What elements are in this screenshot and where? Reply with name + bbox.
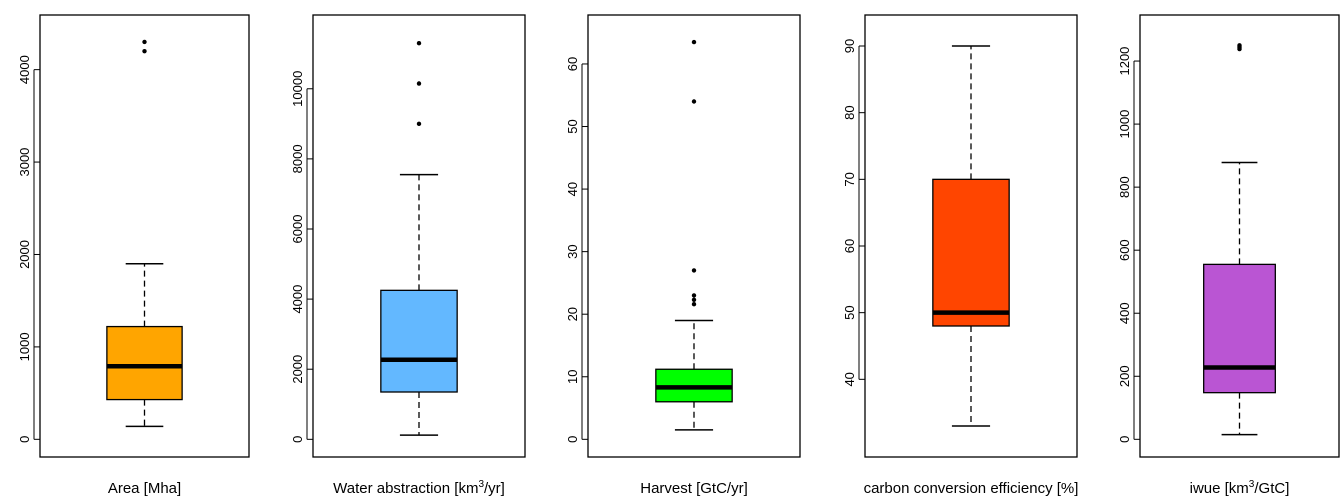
x-axis-label: iwue [km3/GtC] bbox=[1190, 479, 1290, 497]
y-tick-label: 800 bbox=[1117, 176, 1132, 198]
plot-frame bbox=[587, 14, 801, 458]
y-tick-label: 8000 bbox=[290, 144, 305, 173]
outlier-point bbox=[691, 297, 697, 303]
y-tick-label: 2000 bbox=[290, 355, 305, 384]
x-axis-label: Area [Mha] bbox=[108, 480, 181, 497]
y-tick-label: 90 bbox=[842, 39, 857, 53]
plot-frame bbox=[1139, 14, 1340, 458]
y-tick-label: 6000 bbox=[290, 215, 305, 244]
plot-frame bbox=[39, 14, 250, 458]
y-tick-label: 1200 bbox=[1117, 47, 1132, 76]
x-axis-label-text: iwue [km bbox=[1190, 480, 1249, 497]
x-axis-label: Water abstraction [km3/yr] bbox=[333, 479, 505, 497]
outlier-point bbox=[142, 48, 147, 54]
x-axis-label-text: Harvest [GtC/yr] bbox=[640, 480, 748, 497]
iqr-box bbox=[380, 289, 458, 393]
x-axis-label: carbon conversion efficiency [%] bbox=[864, 480, 1079, 497]
y-tick-label: 1000 bbox=[17, 332, 32, 361]
plot-frame bbox=[312, 14, 526, 458]
outlier-point bbox=[691, 99, 697, 104]
y-tick-label: 3000 bbox=[17, 148, 32, 177]
panel-4: 40 50 60 70 80 90 carbon conversion efficiency… bbox=[842, 14, 1079, 497]
y-tick-label: 1000 bbox=[1117, 110, 1132, 139]
panel-1: 0 1000 2000 3000 4000 Area [Mha] bbox=[17, 14, 250, 497]
outlier-point bbox=[142, 39, 147, 45]
outlier-point bbox=[691, 301, 697, 307]
plot-frame bbox=[864, 14, 1078, 458]
y-tick-label: 0 bbox=[565, 436, 580, 443]
y-tick-label: 400 bbox=[1117, 302, 1132, 324]
iqr-box bbox=[1203, 263, 1276, 394]
y-tick-label: 4000 bbox=[17, 55, 32, 84]
y-tick-label: 50 bbox=[565, 119, 580, 133]
x-axis-label-suffix: /GtC] bbox=[1254, 480, 1289, 497]
iqr-box bbox=[106, 325, 183, 401]
y-tick-label: 50 bbox=[842, 305, 857, 319]
y-tick-label: 0 bbox=[290, 436, 305, 443]
y-tick-label: 600 bbox=[1117, 239, 1132, 261]
y-tick-label: 10 bbox=[565, 370, 580, 384]
iqr-box bbox=[932, 178, 1010, 327]
panel-5: 0 200 400 600 800 1000 1200 iwue [km3/GtC] bbox=[1117, 14, 1340, 497]
y-tick-label: 30 bbox=[565, 244, 580, 258]
outlier-point bbox=[416, 40, 422, 46]
y-tick-label: 0 bbox=[1117, 436, 1132, 443]
y-tick-label: 4000 bbox=[290, 285, 305, 314]
y-tick-label: 60 bbox=[565, 57, 580, 71]
y-tick-label: 40 bbox=[565, 182, 580, 196]
y-tick-label: 40 bbox=[842, 372, 857, 386]
x-axis-label-sup: 3 bbox=[1249, 479, 1255, 490]
y-tick-label: 10000 bbox=[290, 71, 305, 107]
y-tick-label: 60 bbox=[842, 239, 857, 253]
x-axis-label-text: Area [Mha] bbox=[108, 480, 181, 497]
y-tick-label: 20 bbox=[565, 307, 580, 321]
y-tick-label: 80 bbox=[842, 105, 857, 119]
outlier-point bbox=[691, 293, 697, 298]
y-tick-label: 0 bbox=[17, 436, 32, 443]
panel-3: 0 10 20 30 40 50 60 Harvest [GtC/yr] bbox=[565, 14, 801, 497]
x-axis-label-text: Water abstraction [km bbox=[333, 480, 478, 497]
x-axis-label-sup: 3 bbox=[478, 479, 484, 490]
y-tick-label: 70 bbox=[842, 172, 857, 186]
y-tick-label: 200 bbox=[1117, 365, 1132, 387]
outlier-point bbox=[1237, 43, 1242, 48]
x-axis-label-suffix: /yr] bbox=[484, 480, 505, 497]
outlier-point bbox=[416, 121, 422, 127]
y-tick-label: 2000 bbox=[17, 240, 32, 269]
outlier-point bbox=[416, 81, 422, 86]
x-axis-label: Harvest [GtC/yr] bbox=[640, 480, 748, 497]
outlier-point bbox=[691, 39, 697, 45]
x-axis-label-text: carbon conversion efficiency [%] bbox=[864, 480, 1079, 497]
panel-2: 0 2000 4000 6000 8000 10000 Water abstraction … bbox=[290, 14, 526, 497]
outlier-point bbox=[691, 268, 697, 273]
